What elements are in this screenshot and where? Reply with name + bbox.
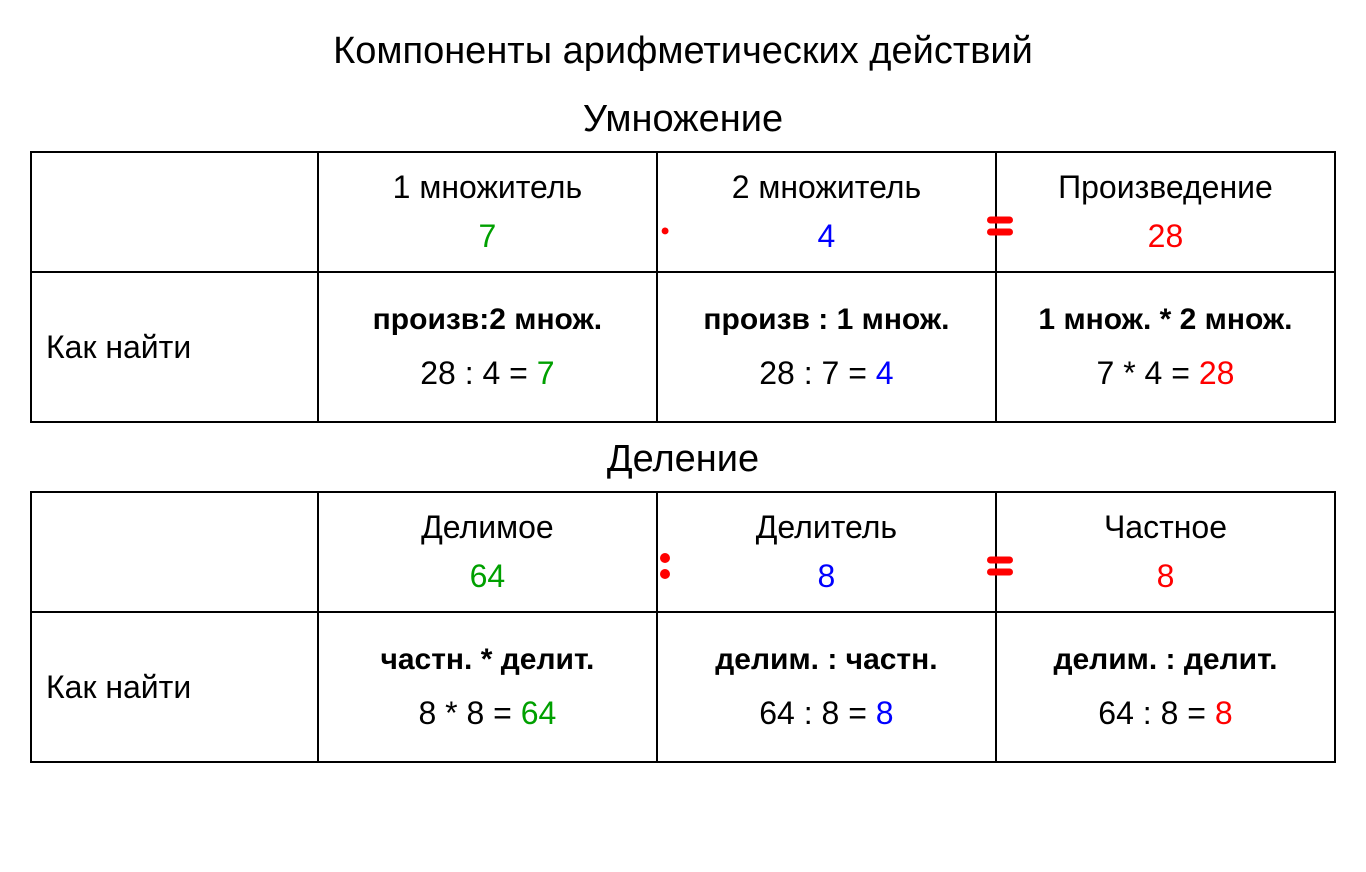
page: Компоненты арифметических действий Умнож…: [0, 0, 1366, 783]
section-title-multiplication: Умножение: [30, 98, 1336, 141]
example-prefix: 64 : 8 =: [759, 695, 876, 731]
example: 28 : 7 = 4: [759, 355, 893, 391]
example-prefix: 28 : 4 =: [420, 355, 537, 391]
header-value: 4: [668, 218, 985, 255]
example-result: 28: [1199, 355, 1235, 391]
example-result: 8: [1215, 695, 1233, 731]
header-value: 8: [1007, 558, 1324, 595]
row-label: Как найти: [31, 612, 318, 762]
rule-text: 1 множ. * 2 множ.: [1007, 303, 1324, 337]
table-row: Как найти произв:2 множ. 28 : 4 = 7 прои…: [31, 272, 1335, 422]
header-label: 2 множитель: [668, 169, 985, 206]
rule-factor1: произв:2 множ. 28 : 4 = 7: [318, 272, 657, 422]
example-prefix: 7 * 4 =: [1097, 355, 1199, 391]
row-label: Как найти: [31, 272, 318, 422]
rule-dividend: частн. * делит. 8 * 8 = 64: [318, 612, 657, 762]
example-prefix: 8 * 8 =: [418, 695, 520, 731]
rule-divisor: делим. : частн. 64 : 8 = 8: [657, 612, 996, 762]
divide-colon-icon: [660, 553, 670, 579]
example: 64 : 8 = 8: [759, 695, 893, 731]
table-row: Делимое 64 Делитель 8 Частное 8: [31, 492, 1335, 612]
example-prefix: 64 : 8 =: [1098, 695, 1215, 731]
example-result: 64: [521, 695, 557, 731]
rule-factor2: произв : 1 множ. 28 : 7 = 4: [657, 272, 996, 422]
header-factor2: 2 множитель 4: [657, 152, 996, 272]
table-row: 1 множитель 7 2 множитель 4 Произведение…: [31, 152, 1335, 272]
rule-product: 1 множ. * 2 множ. 7 * 4 = 28: [996, 272, 1335, 422]
rule-quotient: делим. : делит. 64 : 8 = 8: [996, 612, 1335, 762]
header-label: Частное: [1007, 509, 1324, 546]
header-divisor: Делитель 8: [657, 492, 996, 612]
table-division: Делимое 64 Делитель 8 Частное 8 Как найт…: [30, 491, 1336, 763]
rule-text: частн. * делит.: [329, 643, 646, 677]
header-product: Произведение 28: [996, 152, 1335, 272]
header-label: Делимое: [329, 509, 646, 546]
main-title: Компоненты арифметических действий: [30, 30, 1336, 73]
header-dividend: Делимое 64: [318, 492, 657, 612]
example: 64 : 8 = 8: [1098, 695, 1232, 731]
header-value: 7: [329, 218, 646, 255]
section-title-division: Деление: [30, 438, 1336, 481]
table-multiplication: 1 множитель 7 2 множитель 4 Произведение…: [30, 151, 1336, 423]
rule-text: делим. : делит.: [1007, 643, 1324, 677]
header-empty: [31, 152, 318, 272]
table-row: Как найти частн. * делит. 8 * 8 = 64 дел…: [31, 612, 1335, 762]
header-value: 28: [1007, 218, 1324, 255]
header-value: 64: [329, 558, 646, 595]
header-label: Делитель: [668, 509, 985, 546]
example-result: 4: [876, 355, 894, 391]
header-factor1: 1 множитель 7: [318, 152, 657, 272]
example: 28 : 4 = 7: [420, 355, 554, 391]
example-result: 7: [537, 355, 555, 391]
example: 7 * 4 = 28: [1097, 355, 1235, 391]
header-quotient: Частное 8: [996, 492, 1335, 612]
multiply-dot-icon: [660, 217, 670, 236]
rule-text: произв:2 множ.: [329, 303, 646, 337]
header-empty: [31, 492, 318, 612]
header-label: Произведение: [1007, 169, 1324, 206]
equals-icon: [987, 557, 1013, 576]
rule-text: произв : 1 множ.: [668, 303, 985, 337]
example: 8 * 8 = 64: [418, 695, 556, 731]
rule-text: делим. : частн.: [668, 643, 985, 677]
header-value: 8: [668, 558, 985, 595]
example-prefix: 28 : 7 =: [759, 355, 876, 391]
example-result: 8: [876, 695, 894, 731]
header-label: 1 множитель: [329, 169, 646, 206]
equals-icon: [987, 217, 1013, 236]
